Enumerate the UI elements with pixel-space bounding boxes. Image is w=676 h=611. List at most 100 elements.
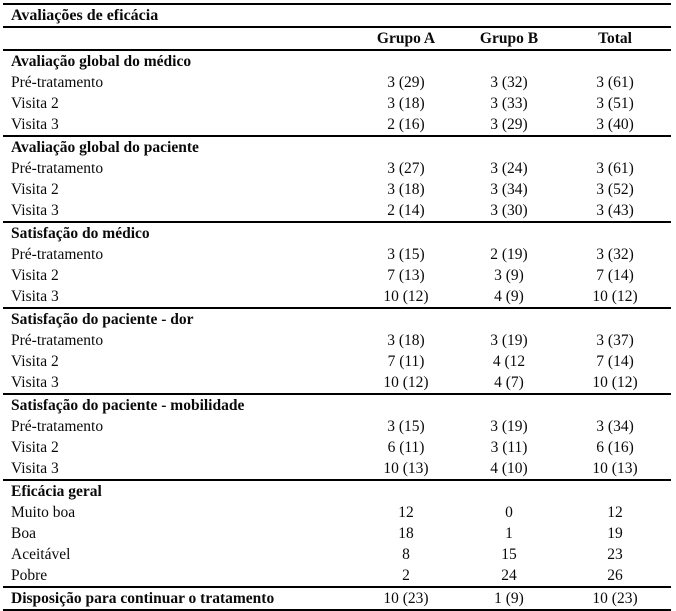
row-label: Muito boa bbox=[11, 504, 76, 521]
cell-value: 3 (32) bbox=[596, 246, 634, 263]
cell-value: 3 (19) bbox=[490, 418, 528, 435]
section-header: Avaliação global do médico bbox=[3, 49, 672, 72]
row-label: Visita 2 bbox=[11, 95, 59, 112]
table-row: Visita 3 2 (16) 3 (29) 3 (40) bbox=[3, 114, 671, 136]
cell-value: 0 bbox=[505, 504, 513, 521]
table-row: Visita 2 7 (11) 4 (12 7 (14) bbox=[3, 351, 671, 372]
cell-value: 3 (40) bbox=[596, 116, 634, 133]
section-header: Avaliação global do paciente bbox=[3, 135, 672, 158]
table-row: Pré-tratamento 3 (18) 3 (19) 3 (37) bbox=[3, 330, 671, 351]
cell-value: 3 (61) bbox=[596, 160, 634, 177]
cell-value: 10 (13) bbox=[592, 460, 638, 477]
table-body: Avaliações de eficácia Grupo A Grupo B T… bbox=[3, 4, 672, 587]
cell-value: 10 (23) bbox=[353, 586, 459, 610]
cell-value: 3 (52) bbox=[596, 181, 634, 198]
row-label: Visita 2 bbox=[11, 353, 59, 370]
cell-value: 3 (19) bbox=[490, 332, 528, 349]
row-label: Visita 2 bbox=[11, 267, 59, 284]
column-header-empty bbox=[3, 27, 353, 51]
cell-value: 4 (12 bbox=[492, 353, 526, 370]
cell-value: 7 (14) bbox=[596, 267, 634, 284]
footer-label: Disposição para continuar o tratamento bbox=[3, 586, 353, 610]
row-label: Pré-tratamento bbox=[11, 418, 104, 435]
cell-value: 2 (19) bbox=[490, 246, 528, 263]
table-row: Pré-tratamento 3 (15) 2 (19) 3 (32) bbox=[3, 244, 671, 265]
cell-value: 2 (14) bbox=[387, 202, 425, 219]
cell-value: 24 bbox=[501, 567, 517, 584]
cell-value: 10 (23) bbox=[559, 586, 672, 610]
table-row: Visita 2 6 (11) 3 (11) 6 (16) bbox=[3, 437, 671, 458]
cell-value: 3 (15) bbox=[387, 418, 425, 435]
section-header-row: Satisfação do médico bbox=[3, 221, 672, 244]
table-row: Pré-tratamento 3 (15) 3 (19) 3 (34) bbox=[3, 416, 671, 437]
cell-value: 3 (18) bbox=[387, 181, 425, 198]
table-row: Visita 3 2 (14) 3 (30) 3 (43) bbox=[3, 200, 671, 222]
section-header-row: Avaliação global do paciente bbox=[3, 135, 672, 158]
cell-value: 12 bbox=[607, 504, 623, 521]
cell-value: 1 bbox=[505, 525, 513, 542]
cell-value: 2 bbox=[402, 567, 410, 584]
table-row: Pobre 2 24 26 bbox=[3, 565, 671, 587]
cell-value: 3 (61) bbox=[596, 74, 634, 91]
cell-value: 3 (27) bbox=[387, 160, 425, 177]
table-row: Aceitável 8 15 23 bbox=[3, 544, 671, 565]
row-label: Pré-tratamento bbox=[11, 74, 104, 91]
cell-value: 3 (30) bbox=[490, 202, 528, 219]
cell-value: 7 (14) bbox=[596, 353, 634, 370]
cell-value: 10 (13) bbox=[383, 460, 429, 477]
cell-value: 23 bbox=[607, 546, 623, 563]
cell-value: 3 (29) bbox=[490, 116, 528, 133]
footer-row: Disposição para continuar o tratamento 1… bbox=[3, 586, 672, 610]
column-header-grupo-a: Grupo A bbox=[353, 27, 459, 51]
table-row: Visita 2 7 (13) 3 (9) 7 (14) bbox=[3, 265, 671, 286]
cell-value: 3 (15) bbox=[387, 246, 425, 263]
row-label: Visita 2 bbox=[11, 181, 59, 198]
row-label: Pré-tratamento bbox=[11, 160, 104, 177]
table-row: Boa 18 1 19 bbox=[3, 523, 671, 544]
cell-value: 4 (7) bbox=[494, 374, 524, 391]
section-header: Eficácia geral bbox=[3, 479, 672, 502]
table-footer: Disposição para continuar o tratamento 1… bbox=[3, 586, 672, 610]
cell-value: 4 (9) bbox=[494, 288, 524, 305]
cell-value: 3 (43) bbox=[596, 202, 634, 219]
table-row: Visita 2 3 (18) 3 (33) 3 (51) bbox=[3, 93, 671, 114]
cell-value: 10 (12) bbox=[383, 374, 429, 391]
cell-value: 7 (13) bbox=[387, 267, 425, 284]
cell-value: 3 (34) bbox=[596, 418, 634, 435]
row-label: Visita 3 bbox=[11, 460, 59, 477]
row-label: Aceitável bbox=[11, 546, 71, 563]
cell-value: 3 (34) bbox=[490, 181, 528, 198]
cell-value: 10 (12) bbox=[592, 374, 638, 391]
table-row: Pré-tratamento 3 (27) 3 (24) 3 (61) bbox=[3, 158, 671, 179]
cell-value: 4 (10) bbox=[490, 460, 528, 477]
cell-value: 3 (33) bbox=[490, 95, 528, 112]
cell-value: 3 (29) bbox=[387, 74, 425, 91]
section-header-row: Satisfação do paciente - mobilidade bbox=[3, 393, 672, 416]
cell-value: 6 (16) bbox=[596, 439, 634, 456]
row-label: Pobre bbox=[11, 567, 48, 584]
section-header: Satisfação do médico bbox=[3, 221, 672, 244]
cell-value: 12 bbox=[398, 504, 414, 521]
column-header-total: Total bbox=[559, 27, 672, 51]
cell-value: 3 (11) bbox=[490, 439, 528, 456]
cell-value: 6 (11) bbox=[387, 439, 425, 456]
cell-value: 2 (16) bbox=[387, 116, 425, 133]
cell-value: 3 (51) bbox=[596, 95, 634, 112]
cell-value: 1 (9) bbox=[459, 586, 559, 610]
cell-value: 10 (12) bbox=[383, 288, 429, 305]
cell-value: 18 bbox=[398, 525, 414, 542]
cell-value: 8 bbox=[402, 546, 410, 563]
cell-value: 3 (37) bbox=[596, 332, 634, 349]
row-label: Visita 3 bbox=[11, 288, 59, 305]
efficacy-table: Avaliações de eficácia Grupo A Grupo B T… bbox=[3, 3, 672, 611]
cell-value: 19 bbox=[607, 525, 623, 542]
cell-value: 3 (18) bbox=[387, 332, 425, 349]
table-title: Avaliações de eficácia bbox=[3, 4, 672, 28]
table-row: Visita 3 10 (12) 4 (7) 10 (12) bbox=[3, 372, 671, 394]
table-row: Pré-tratamento 3 (29) 3 (32) 3 (61) bbox=[3, 72, 671, 93]
cell-value: 10 (12) bbox=[592, 288, 638, 305]
table-row: Visita 3 10 (13) 4 (10) 10 (13) bbox=[3, 458, 671, 480]
cell-value: 15 bbox=[501, 546, 517, 563]
cell-value: 3 (9) bbox=[494, 267, 524, 284]
